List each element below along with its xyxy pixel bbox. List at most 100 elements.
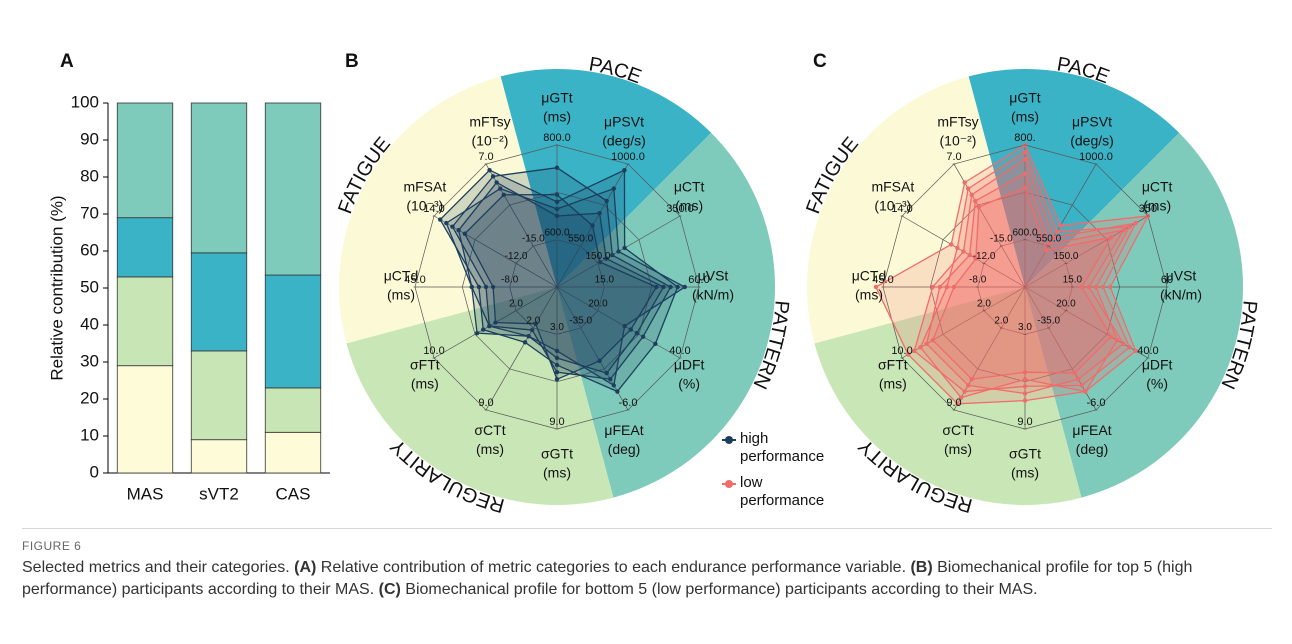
legend-label: low performance (740, 474, 825, 509)
radar-point (456, 228, 461, 233)
caption-part: (C) (378, 581, 401, 598)
radar-point (675, 284, 680, 290)
axis-tick-label: 7.0 (478, 151, 493, 163)
panel-label: C (813, 51, 827, 72)
radar-point (490, 174, 496, 179)
radar-point (973, 198, 978, 204)
y-tick-label: 10 (80, 425, 99, 444)
axis-name: σFTt (410, 357, 440, 373)
axis-tick-label: 60.0 (688, 274, 709, 286)
radar-point (969, 192, 974, 197)
legend-label: high performance (740, 430, 825, 465)
axis-unit: (10⁻³) (406, 198, 443, 214)
radar-point (1022, 370, 1028, 375)
panel-label: B (345, 51, 359, 72)
bar-segment (264, 102, 322, 276)
radar-point (616, 249, 621, 254)
caption-part: Selected metrics and their categories. (22, 559, 295, 576)
axis-name: mFTsy (469, 114, 510, 130)
category-sector (346, 287, 614, 505)
axis-tick-label: 3.0 (550, 322, 564, 333)
radar-spoke (953, 286, 1026, 411)
radar-point (476, 284, 482, 290)
bar-segment (264, 387, 322, 433)
radar-point (437, 217, 443, 222)
legend-marker (725, 480, 733, 488)
axis-tick-label: 350.0 (666, 203, 694, 215)
radar-point (969, 377, 974, 382)
y-tick-label: 50 (80, 277, 99, 296)
legend-marker (725, 436, 733, 444)
radar-point (522, 340, 528, 345)
y-tick-label: 70 (80, 203, 99, 222)
radar-point (640, 334, 646, 339)
axis-tick-label: 60 (1161, 274, 1173, 286)
axis-name: μFEAt (604, 422, 643, 438)
radar-point (628, 327, 633, 332)
axis-tick-label: 9.0 (478, 397, 493, 409)
axis-unit: (ms) (944, 441, 972, 457)
radar-point (498, 186, 503, 191)
bar-segment (190, 102, 248, 254)
axis-tick-label: 550.0 (1036, 234, 1061, 245)
axis-name: mFSAt (871, 179, 914, 195)
category-sector (500, 68, 712, 287)
radar-point (1022, 384, 1028, 389)
radar-spoke (485, 163, 558, 288)
axis-name: μDFt (1142, 357, 1173, 373)
y-tick-label: 20 (80, 388, 99, 407)
axis-tick-label: -6.0 (619, 397, 638, 409)
radar-point (487, 167, 492, 173)
radar-point (611, 186, 616, 191)
bar-segment (116, 217, 174, 278)
radar-point (653, 341, 658, 346)
axis-name: μCTd (852, 268, 887, 284)
radar-point (622, 323, 627, 329)
radar-point (526, 333, 531, 339)
radar-point (661, 284, 666, 290)
radar-point (554, 165, 560, 170)
category-sector (338, 76, 557, 344)
y-axis-label: Relative contribution (%) (47, 195, 66, 380)
axis-tick-label: 150.0 (585, 251, 610, 262)
axis-unit: (ms) (879, 376, 907, 392)
radar-spoke (1024, 215, 1149, 288)
radar-point (912, 348, 917, 354)
radar-point (958, 395, 964, 400)
category-sector (814, 287, 1082, 505)
radar-point (554, 213, 560, 219)
axis-name: σGTt (1009, 446, 1041, 462)
caption: Selected metrics and their categories. (… (22, 557, 1272, 601)
radar-point (469, 284, 474, 290)
axis-name: μFEAt (1072, 422, 1111, 438)
radar-point (918, 345, 923, 350)
radar-point (554, 199, 560, 204)
axis-unit: (ms) (855, 287, 883, 303)
radar-spoke (485, 286, 558, 411)
axis-tick-label: 7.0 (946, 151, 961, 163)
axis-unit: (ms) (543, 109, 571, 125)
radar-point (622, 167, 627, 173)
radar-point (1100, 284, 1106, 290)
axis-unit: (deg/s) (602, 133, 646, 149)
radar-point (554, 370, 560, 375)
radar-point (529, 327, 535, 333)
radar-spoke (556, 286, 629, 411)
radar-point (1022, 398, 1028, 403)
radar-point (597, 358, 602, 363)
bar-segment (116, 276, 174, 367)
axis-tick-label: -8.0 (969, 275, 987, 286)
y-tick-label: 0 (90, 462, 99, 481)
caption-part: Biomechanical profile for bottom 5 (low … (400, 581, 1038, 598)
axis-tick-label: -8.0 (501, 275, 519, 286)
radar-spoke (556, 286, 681, 359)
y-tick-label: 30 (80, 351, 99, 370)
radar-point (554, 377, 560, 382)
caption-part: (B) (910, 559, 933, 576)
radar-point (615, 389, 620, 394)
axis-name: μPSVt (604, 114, 644, 130)
axis-name: σCTt (474, 422, 505, 438)
axis-unit: (ms) (1143, 198, 1171, 214)
radar-point (976, 204, 982, 210)
radar-point (1072, 370, 1077, 376)
